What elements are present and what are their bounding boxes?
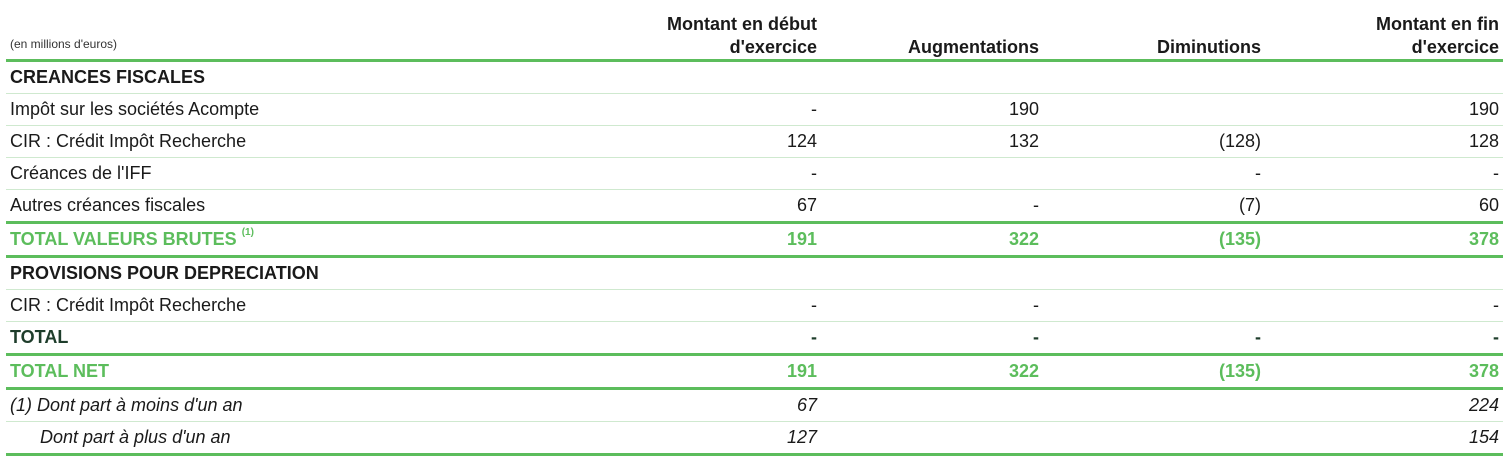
cell-decreases: - [1043, 321, 1265, 355]
cell-increases: - [821, 289, 1043, 322]
row-label: Autres créances fiscales [6, 189, 621, 223]
cell-opening: - [621, 157, 821, 190]
header-closing-amount: Montant en fin d'exercice [1265, 4, 1503, 62]
cell-closing: - [1265, 157, 1503, 190]
row-label: PROVISIONS POUR DEPRECIATION [6, 256, 621, 290]
cell-decreases [1043, 289, 1265, 322]
cell-decreases [1043, 388, 1265, 422]
cell-decreases [1043, 60, 1265, 94]
cell-opening [621, 60, 821, 94]
table-row: CIR : Crédit Impôt Recherche - - - [6, 289, 1503, 322]
cell-decreases [1043, 256, 1265, 290]
row-label: CIR : Crédit Impôt Recherche [6, 289, 621, 322]
cell-closing: 128 [1265, 125, 1503, 158]
cell-opening: - [621, 321, 821, 355]
cell-increases: - [821, 189, 1043, 223]
cell-closing: 378 [1265, 353, 1503, 390]
header-closing-line2: d'exercice [1411, 37, 1499, 57]
row-label: TOTAL VALEURS BRUTES (1) [6, 221, 621, 258]
header-opening-line2: d'exercice [729, 37, 817, 57]
cell-opening: 127 [621, 421, 821, 456]
cell-increases: 132 [821, 125, 1043, 158]
total-gross-row: TOTAL VALEURS BRUTES (1) 191 322 (135) 3… [6, 221, 1503, 258]
total-provisions-row: TOTAL - - - - [6, 321, 1503, 355]
cell-increases: 322 [821, 221, 1043, 258]
cell-opening [621, 256, 821, 290]
row-label: Impôt sur les sociétés Acompte [6, 93, 621, 126]
tax-receivables-table: (en millions d'euros) Montant en début d… [6, 4, 1503, 456]
row-label: Dont part à plus d'un an [6, 421, 621, 456]
header-increases: Augmentations [821, 4, 1043, 62]
cell-increases [821, 388, 1043, 422]
table-row: PROVISIONS POUR DEPRECIATION [6, 256, 1503, 290]
row-label: CIR : Crédit Impôt Recherche [6, 125, 621, 158]
cell-increases [821, 421, 1043, 456]
cell-increases: 322 [821, 353, 1043, 390]
cell-increases: - [821, 321, 1043, 355]
cell-closing: 224 [1265, 388, 1503, 422]
header-decreases: Diminutions [1043, 4, 1265, 62]
cell-closing [1265, 256, 1503, 290]
table-row: CIR : Crédit Impôt Recherche 124 132 (12… [6, 125, 1503, 158]
footnote-row: (1) Dont part à moins d'un an 67 224 [6, 388, 1503, 422]
row-label: TOTAL [6, 321, 621, 355]
row-label: (1) Dont part à moins d'un an [6, 388, 621, 422]
cell-decreases: - [1043, 157, 1265, 190]
header-closing-line1: Montant en fin [1376, 14, 1499, 34]
cell-decreases: (7) [1043, 189, 1265, 223]
footnote-ref: (1) [241, 227, 254, 238]
cell-opening: - [621, 93, 821, 126]
cell-decreases: (128) [1043, 125, 1265, 158]
header-opening-amount: Montant en début d'exercice [621, 4, 821, 62]
row-label: Créances de l'IFF [6, 157, 621, 190]
cell-closing [1265, 60, 1503, 94]
unit-label: (en millions d'euros) [6, 4, 621, 62]
cell-decreases: (135) [1043, 353, 1265, 390]
table-row: Autres créances fiscales 67 - (7) 60 [6, 189, 1503, 223]
cell-closing: 378 [1265, 221, 1503, 258]
table-row: Créances de l'IFF - - - [6, 157, 1503, 190]
cell-opening: 124 [621, 125, 821, 158]
cell-increases [821, 60, 1043, 94]
table-row: Impôt sur les sociétés Acompte - 190 190 [6, 93, 1503, 126]
header-opening-line1: Montant en début [667, 14, 817, 34]
cell-increases [821, 256, 1043, 290]
cell-decreases [1043, 93, 1265, 126]
cell-opening: 67 [621, 189, 821, 223]
cell-opening: - [621, 289, 821, 322]
row-label: TOTAL NET [6, 353, 621, 390]
footnote-row: Dont part à plus d'un an 127 154 [6, 421, 1503, 456]
table-row: CREANCES FISCALES [6, 60, 1503, 94]
row-label: CREANCES FISCALES [6, 60, 621, 94]
cell-closing: 60 [1265, 189, 1503, 223]
row-label-text: TOTAL VALEURS BRUTES [10, 229, 237, 249]
cell-opening: 191 [621, 221, 821, 258]
cell-closing: - [1265, 289, 1503, 322]
cell-opening: 67 [621, 388, 821, 422]
cell-closing: 190 [1265, 93, 1503, 126]
cell-closing: - [1265, 321, 1503, 355]
cell-opening: 191 [621, 353, 821, 390]
total-net-row: TOTAL NET 191 322 (135) 378 [6, 353, 1503, 390]
cell-decreases: (135) [1043, 221, 1265, 258]
table-header-row: (en millions d'euros) Montant en début d… [6, 4, 1503, 62]
cell-decreases [1043, 421, 1265, 456]
cell-increases [821, 157, 1043, 190]
cell-increases: 190 [821, 93, 1043, 126]
cell-closing: 154 [1265, 421, 1503, 456]
